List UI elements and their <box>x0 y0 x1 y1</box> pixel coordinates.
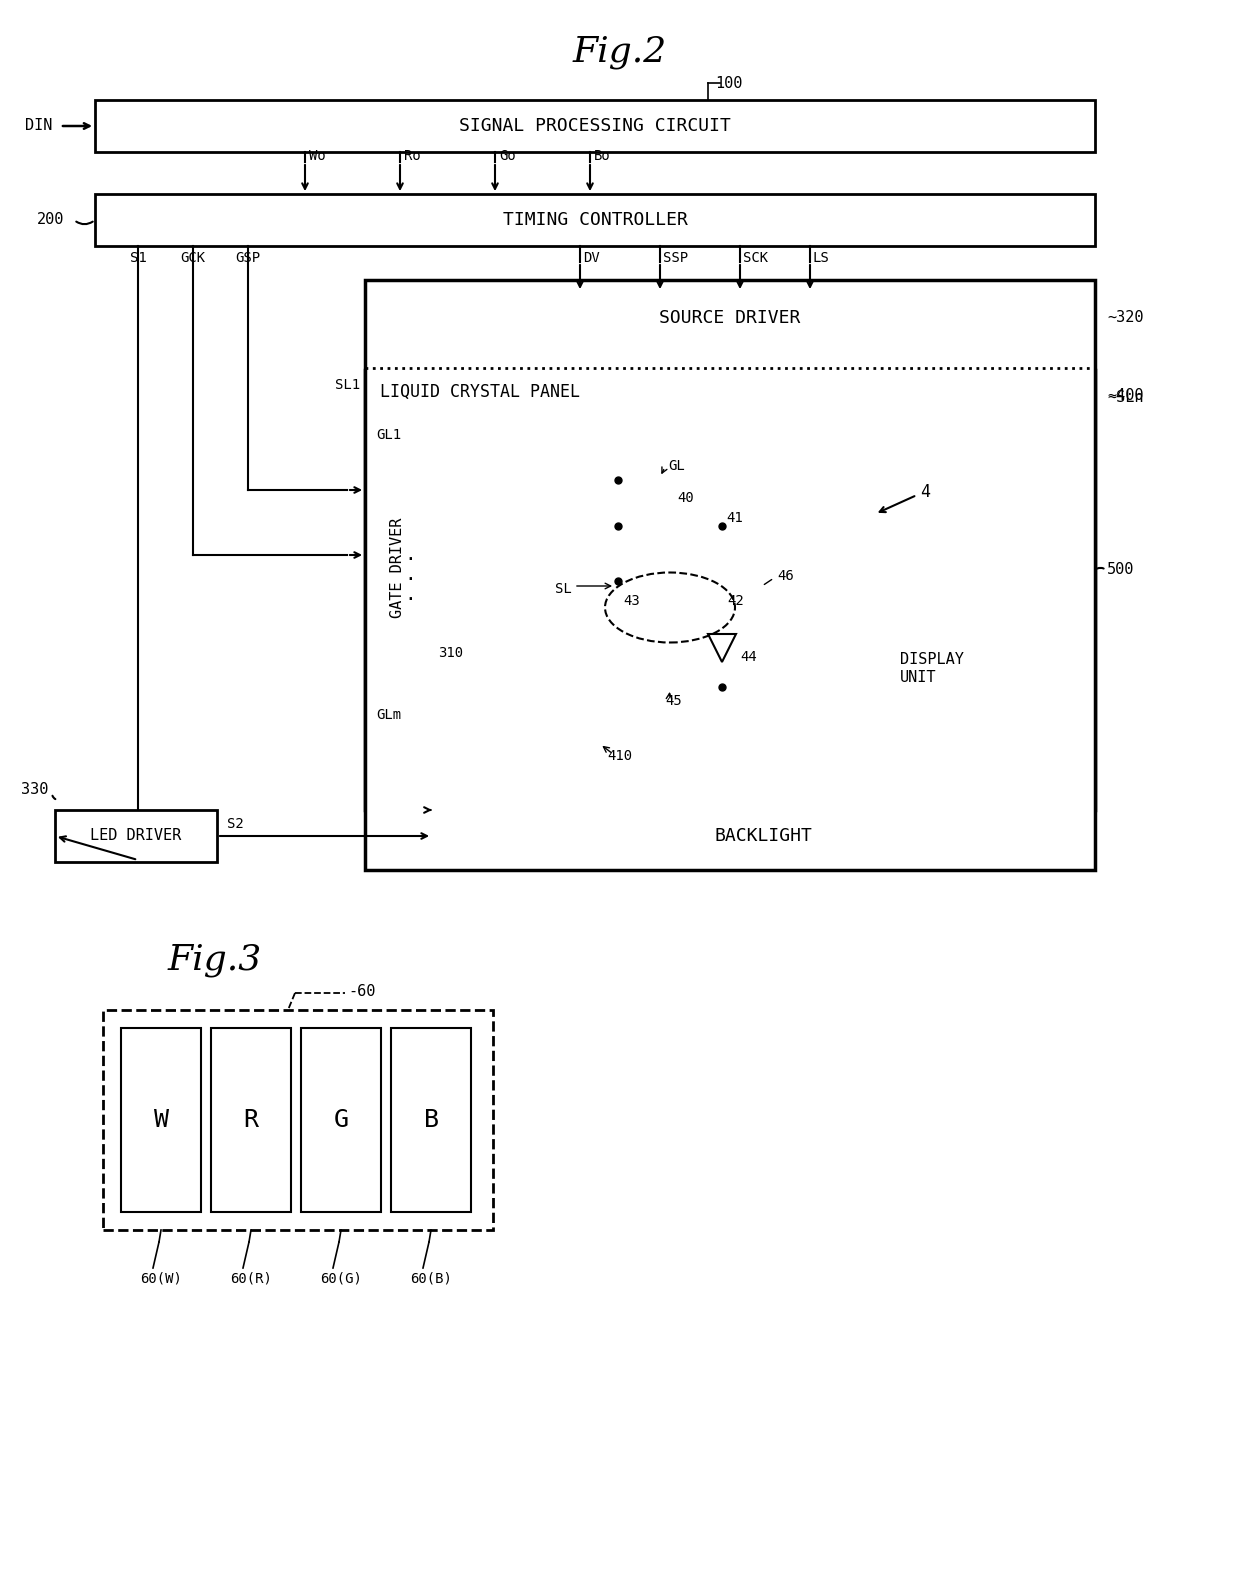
Bar <box>55 810 217 862</box>
Text: 100: 100 <box>715 76 743 90</box>
Text: 42: 42 <box>727 594 744 608</box>
Text: GSP: GSP <box>236 251 260 265</box>
Text: 200: 200 <box>37 213 64 227</box>
Text: 45: 45 <box>665 695 682 707</box>
Bar <box>391 1028 471 1213</box>
Text: ~400: ~400 <box>1107 387 1143 403</box>
Bar <box>365 388 430 748</box>
Bar <box>95 99 1095 152</box>
Text: GL: GL <box>668 459 684 474</box>
Text: BACKLIGHT: BACKLIGHT <box>714 827 812 845</box>
Text: GLm: GLm <box>376 707 401 722</box>
Text: SOURCE DRIVER: SOURCE DRIVER <box>660 309 801 327</box>
Text: SSP: SSP <box>663 251 688 265</box>
Text: 500: 500 <box>1107 562 1135 578</box>
Text: GATE DRIVER: GATE DRIVER <box>391 518 405 619</box>
Text: 41: 41 <box>725 512 743 524</box>
Text: GL1: GL1 <box>376 428 401 442</box>
Text: Bo: Bo <box>594 148 611 163</box>
Text: 43: 43 <box>622 594 640 608</box>
Text: SL: SL <box>556 583 572 595</box>
Bar <box>432 810 1095 862</box>
Text: 46: 46 <box>777 568 794 583</box>
Text: -60: -60 <box>348 984 376 1000</box>
Text: DV: DV <box>583 251 600 265</box>
Text: DIN: DIN <box>25 118 52 134</box>
Text: UNIT: UNIT <box>900 671 936 685</box>
Text: DISPLAY: DISPLAY <box>900 652 963 668</box>
Text: 60(W): 60(W) <box>140 1271 182 1285</box>
Text: GCK: GCK <box>181 251 206 265</box>
Text: R: R <box>243 1108 258 1132</box>
Bar <box>301 1028 381 1213</box>
Text: S1: S1 <box>130 251 146 265</box>
Bar <box>365 369 1095 810</box>
Bar <box>365 279 1095 870</box>
Text: ~SLn: ~SLn <box>1107 390 1143 406</box>
Text: SCK: SCK <box>743 251 768 265</box>
Text: LED DRIVER: LED DRIVER <box>91 829 181 843</box>
Text: 60(G): 60(G) <box>320 1271 362 1285</box>
Bar <box>122 1028 201 1213</box>
Text: 310: 310 <box>438 646 463 660</box>
Bar <box>211 1028 291 1213</box>
Text: 60(B): 60(B) <box>410 1271 451 1285</box>
Text: ·: · <box>404 551 415 570</box>
Text: 44: 44 <box>740 651 756 665</box>
Text: 40: 40 <box>677 491 693 505</box>
Bar <box>432 403 1080 742</box>
Text: Go: Go <box>498 148 516 163</box>
Text: Ro: Ro <box>404 148 420 163</box>
Text: Wo: Wo <box>309 148 326 163</box>
Text: ·: · <box>404 591 415 609</box>
Text: SL1: SL1 <box>335 377 360 392</box>
Bar <box>365 292 1095 344</box>
Text: B: B <box>424 1108 439 1132</box>
Text: ·: · <box>404 570 415 589</box>
Text: W: W <box>154 1108 169 1132</box>
Text: 4: 4 <box>920 483 930 501</box>
Text: TIMING CONTROLLER: TIMING CONTROLLER <box>502 212 687 229</box>
Text: 330: 330 <box>21 783 48 797</box>
Text: Fig.2: Fig.2 <box>573 35 667 69</box>
Bar <box>95 194 1095 246</box>
Text: ~320: ~320 <box>1107 311 1143 325</box>
Text: Fig.3: Fig.3 <box>167 943 262 977</box>
Text: LS: LS <box>813 251 830 265</box>
Text: G: G <box>334 1108 348 1132</box>
Text: 60(R): 60(R) <box>231 1271 272 1285</box>
Bar <box>103 1011 494 1230</box>
Text: SIGNAL PROCESSING CIRCUIT: SIGNAL PROCESSING CIRCUIT <box>459 117 730 134</box>
Text: 410: 410 <box>608 748 632 763</box>
Text: LIQUID CRYSTAL PANEL: LIQUID CRYSTAL PANEL <box>379 384 580 401</box>
Text: S2: S2 <box>227 816 244 831</box>
